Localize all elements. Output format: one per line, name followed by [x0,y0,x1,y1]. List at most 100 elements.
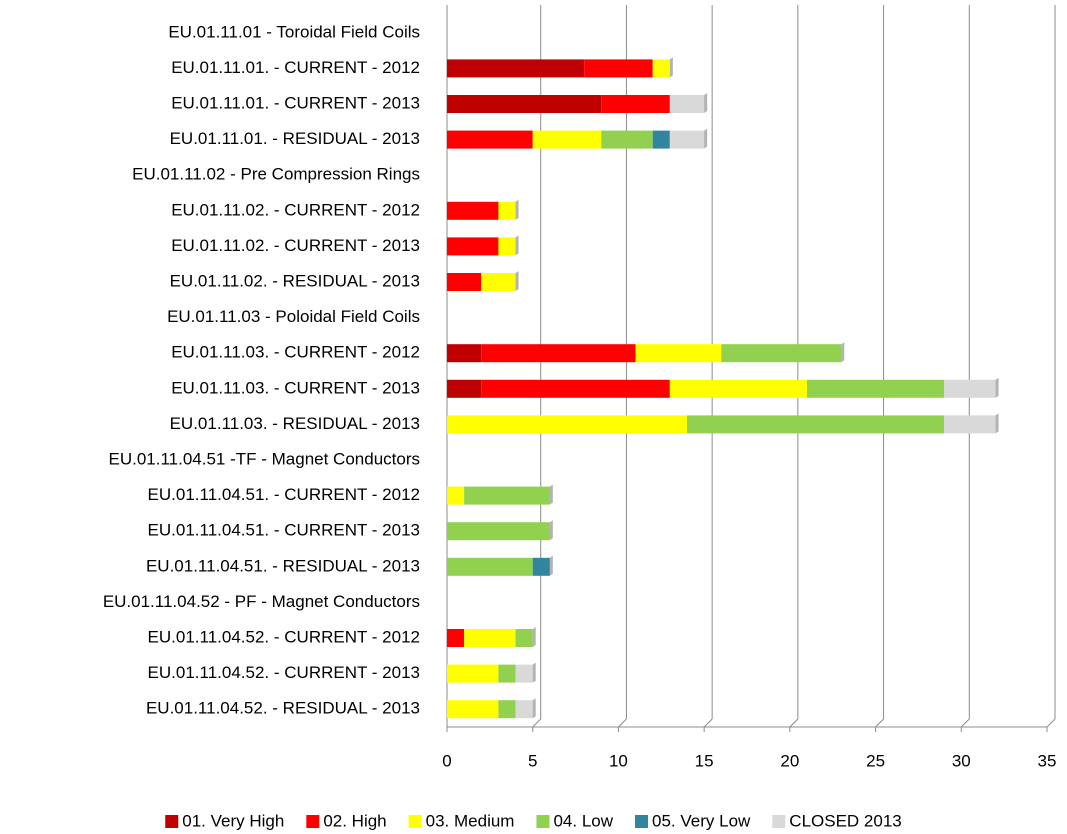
bar-segment [721,344,842,363]
x-tick-label: 0 [442,751,451,770]
x-tick-label: 25 [866,751,885,770]
grid-floor [1046,718,1056,728]
x-tick-label: 10 [609,751,628,770]
bar-end [532,627,536,647]
grid-floor [875,718,884,728]
bar-segment [464,629,516,647]
legend-label: 02. High [323,811,386,830]
legend-swatch [635,815,649,828]
bar-segment [498,237,516,256]
bar-end [704,128,708,149]
y-tick-label: EU.01.11.04.52. - CURRENT - 2013 [148,663,420,682]
bar-end [549,484,553,505]
bar-end [532,698,536,719]
bar-segment [447,237,499,256]
y-tick-label: EU.01.11.04.52 - PF - Magnet Conductors [103,592,420,611]
x-tick-label: 15 [695,751,714,770]
bar-end [549,520,553,541]
bar-segment [447,700,499,719]
legend-label: 05. Very Low [652,811,751,830]
bar-segment [601,130,653,149]
bar-segment [652,59,670,78]
y-tick-label: EU.01.11.04.51. - CURRENT - 2013 [148,521,420,540]
bar-segment [481,273,516,291]
legend-swatch [536,815,550,828]
bar-segment [584,59,653,78]
bar-segment [447,95,602,113]
bar-segment [447,522,550,541]
y-tick-label: EU.01.11.01 - Toroidal Field Coils [168,22,420,41]
bar-segment [669,130,705,149]
y-tick-label: EU.01.11.02. - CURRENT - 2012 [171,200,420,219]
bar-segment [532,557,550,576]
y-tick-label: EU.01.11.04.52. - RESIDUAL - 2013 [146,699,420,718]
bar-end [549,555,553,576]
y-tick-label: EU.01.11.02. - RESIDUAL - 2013 [170,271,420,290]
bar-segment [447,486,465,505]
bar-end [704,93,708,113]
bar-segment [515,664,533,683]
bar-end [515,271,519,291]
bar-segment [447,379,482,398]
y-tick-label: EU.01.11.04.51 -TF - Magnet Conductors [108,449,420,468]
bar-end [532,662,536,683]
bar-segment [447,557,533,576]
bar-segment [447,629,465,647]
grid-floor [703,718,713,728]
x-tick-label: 20 [780,751,799,770]
legend-swatch [772,815,786,828]
grid-floor [960,718,970,728]
bar-segment [669,379,807,398]
bar-segment [944,415,996,434]
y-tick-label: EU.01.11.04.52. - CURRENT - 2012 [148,627,420,646]
bar-end [995,377,999,398]
bar-segment [515,700,533,719]
y-tick-label: EU.01.11.03. - RESIDUAL - 2013 [170,414,420,433]
bar-segment [669,95,705,113]
bar-segment [498,700,516,719]
bar-segment [687,415,945,434]
x-tick-label: 30 [952,751,971,770]
bar-segment [635,344,722,363]
bar-segment [447,273,482,291]
grid-floor [532,718,542,728]
bar-segment [532,130,602,149]
y-tick-label: EU.01.11.04.51. - RESIDUAL - 2013 [146,556,420,575]
bar-segment [447,130,533,149]
bar-segment [481,344,636,363]
grid-floor [789,718,799,728]
y-tick-label: EU.01.11.03. - CURRENT - 2012 [171,343,420,362]
x-tick-label: 5 [528,751,537,770]
bar-segment [447,201,499,220]
bar-segment [944,379,996,398]
legend-label: CLOSED 2013 [789,811,901,830]
y-tick-label: EU.01.11.02 - Pre Compression Rings [132,165,420,184]
bar-segment [807,379,945,398]
y-tick-label: EU.01.11.01. - CURRENT - 2013 [171,93,420,112]
bar-segment [515,629,533,647]
bar-segment [481,379,670,398]
bar-segment [447,59,585,78]
grid-floor [618,718,627,728]
bar-segment [447,415,687,434]
y-tick-label: EU.01.11.01. - RESIDUAL - 2013 [170,129,420,148]
y-tick-label: EU.01.11.02. - CURRENT - 2013 [171,236,420,255]
bar-segment [498,664,516,683]
bar-end [515,199,519,220]
y-tick-label: EU.01.11.03 - Poloidal Field Coils [167,307,420,326]
legend-swatch [306,815,320,828]
bar-segment [498,201,516,220]
legend-label: 04. Low [553,811,613,830]
bar-segment [652,130,670,149]
bar-end [515,235,519,256]
bar-end [669,57,673,78]
x-tick-label: 35 [1038,751,1057,770]
bar-segment [447,344,482,363]
bar-end [995,413,999,434]
bar-segment [464,486,550,505]
legend-swatch [408,815,422,828]
bar-segment [601,95,670,113]
legend-label: 03. Medium [426,811,515,830]
bar-end [841,342,845,363]
